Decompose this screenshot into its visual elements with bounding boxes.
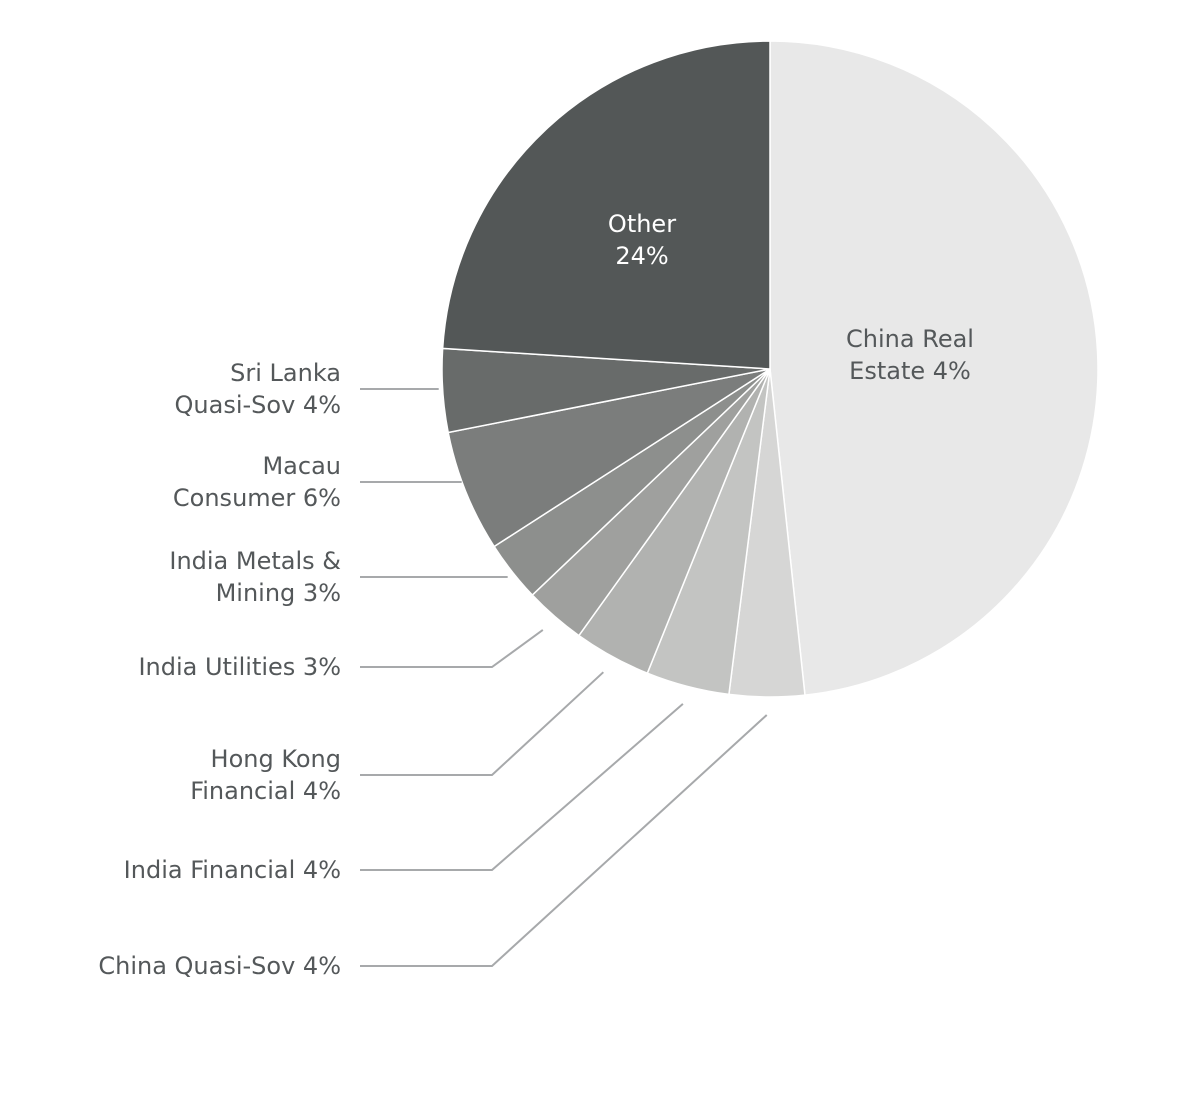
leader-line-india-utilities-3	[360, 629, 544, 668]
slice-label-hong-kong-financial-4: Hong Kong Financial 4%	[190, 745, 341, 805]
slice-china-real-estate-4	[769, 40, 1099, 696]
slice-label-india-financial-4: India Financial 4%	[124, 856, 341, 884]
slice-label-sri-lanka-quasi-sov-4: Sri Lanka Quasi-Sov 4%	[175, 359, 341, 419]
slice-label-line: China Quasi-Sov 4%	[98, 952, 341, 980]
leader-line-india-financial-4	[360, 703, 684, 871]
slice-label-line: Consumer 6%	[173, 484, 341, 512]
slice-label-line: India Utilities 3%	[138, 653, 341, 681]
slice-other-24	[441, 40, 771, 370]
slice-label-line: India Metals &	[169, 547, 341, 575]
slice-label-line: Mining 3%	[216, 579, 341, 607]
slice-label-line: 24%	[615, 242, 668, 270]
slice-label-other-24: Other 24%	[608, 210, 676, 270]
leader-line-hong-kong-financial-4	[360, 671, 604, 776]
slice-label-line: Macau	[262, 452, 341, 480]
slice-label-line: India Financial 4%	[124, 856, 341, 884]
slice-label-line: Other	[608, 210, 676, 238]
slice-label-line: Financial 4%	[190, 777, 341, 805]
slice-label-india-utilities-3: India Utilities 3%	[138, 653, 341, 681]
slice-label-line: Sri Lanka	[230, 359, 341, 387]
slice-label-india-metals-mining-3: India Metals & Mining 3%	[169, 547, 341, 607]
slice-label-line: Quasi-Sov 4%	[175, 391, 341, 419]
slice-label-line: Hong Kong	[211, 745, 341, 773]
pie-slices	[441, 40, 1099, 698]
slice-macau-consumer-6	[447, 368, 771, 548]
slice-label-macau-consumer-6: Macau Consumer 6%	[173, 452, 341, 512]
slice-label-line: China Real	[846, 325, 974, 353]
slice-label-line: Estate 4%	[849, 357, 971, 385]
leader-line-china-quasi-sov-4	[360, 714, 768, 967]
slice-label-china-real-estate-4: China Real Estate 4%	[846, 325, 974, 385]
leader-lines	[360, 388, 768, 967]
slice-labels: China Real Estate 4% China Quasi-Sov 4% Ind…	[98, 210, 974, 980]
slice-label-china-quasi-sov-4: China Quasi-Sov 4%	[98, 952, 341, 980]
